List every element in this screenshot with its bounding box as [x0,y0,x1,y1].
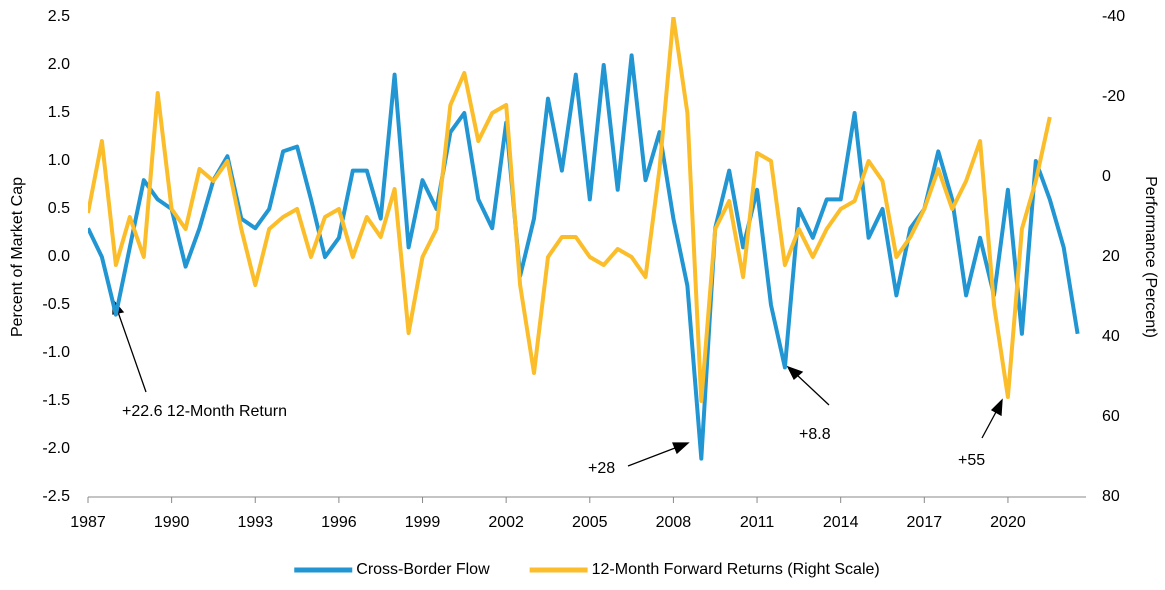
y2-tick-label: 0 [1102,168,1111,185]
x-tick-label: 1987 [70,514,106,531]
legend-label: 12-Month Forward Returns (Right Scale) [592,561,880,578]
x-tick-label: 1999 [405,514,441,531]
legend-label: Cross-Border Flow [356,561,490,578]
y-tick-label: -1.5 [42,392,70,409]
annotation: +8.8 [799,426,831,443]
y2-tick-label: 60 [1102,408,1120,425]
y-tick-label: -0.5 [42,296,70,313]
annotation-arrows [112,298,1003,467]
data-line [88,53,1080,461]
y-tick-label: 2.0 [48,56,70,73]
y-tick-label: 2.5 [48,8,70,25]
y-tick-label: -1.0 [42,344,70,361]
x-tick-label: 1996 [321,514,357,531]
x-tick-label: 2011 [740,514,775,531]
annotation: +55 [958,452,985,469]
x-tick-label: 2020 [990,514,1026,531]
x-tick-label: 2002 [488,514,524,531]
y-tick-label: 0.0 [48,248,70,265]
y-tick-label: 1.0 [48,152,70,169]
y2-axis-title: Performance (Percent) [1142,176,1159,338]
y2-tick-label: 80 [1102,488,1120,505]
y-tick-label: -2.5 [42,488,70,505]
x-tick-label: 2017 [907,514,943,531]
data-line [88,17,1052,403]
y-axis-title: Percent of Market Cap [9,177,26,337]
x-tick-label: 2005 [572,514,608,531]
y2-tick-label: 20 [1102,248,1120,265]
y-tick-label: 1.5 [48,104,70,121]
y2-tick-label: 40 [1102,328,1120,345]
y2-tick-label: -40 [1102,8,1125,25]
y-tick-label: -2.0 [42,440,70,457]
x-tick-label: 1990 [154,514,190,531]
y-tick-label: 0.5 [48,200,70,217]
annotation: +22.6 12-Month Return [122,403,287,420]
annotation: +28 [588,460,615,477]
x-tick-label: 2014 [823,514,859,531]
x-tick-label: 2008 [656,514,692,531]
x-tick-label: 1993 [237,514,273,531]
y2-tick-label: -20 [1102,88,1125,105]
